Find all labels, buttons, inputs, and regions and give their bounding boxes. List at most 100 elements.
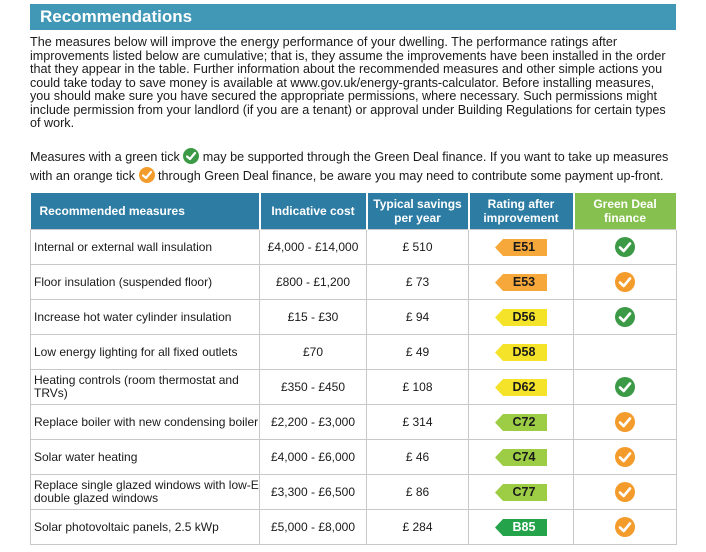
table-row: Solar water heating £4,000 - £6,000 £ 46 C7… (30, 439, 677, 475)
orange-tick-icon (615, 482, 635, 502)
cost-cell: £5,000 - £8,000 (259, 509, 367, 545)
saving-cell: £ 86 (366, 474, 469, 510)
table-row: Heating controls (room thermostat and TR… (30, 369, 677, 405)
rating-arrow-icon: C77 (495, 484, 547, 501)
legend-orange-text-before: with an orange tick (30, 168, 136, 183)
rating-cell: B85 (468, 509, 574, 545)
rating-arrow-icon: E51 (495, 239, 547, 256)
rating-label: D56 (512, 310, 536, 324)
header-green-deal: Green Deal finance (573, 193, 678, 230)
rating-label: C72 (512, 415, 536, 429)
header-measures: Recommended measures (30, 193, 261, 230)
table-header-row: Recommended measures Indicative cost Typ… (30, 193, 678, 230)
cost-cell: £4,000 - £14,000 (259, 229, 367, 265)
saving-cell: £ 510 (366, 229, 469, 265)
saving-cell: £ 108 (366, 369, 469, 405)
saving-cell: £ 73 (366, 264, 469, 300)
rating-label: E53 (512, 275, 536, 289)
green-deal-cell (573, 229, 677, 265)
header-gd-line1: Green Deal (593, 197, 657, 211)
header-savings-line1: Typical savings (373, 197, 462, 211)
rating-label: B85 (512, 520, 536, 534)
green-tick-icon (615, 307, 635, 327)
orange-tick-icon (615, 272, 635, 292)
table-row: Replace boiler with new condensing boile… (30, 404, 677, 440)
green-deal-cell (573, 439, 677, 475)
measure-cell: Replace single glazed windows with low-E… (30, 474, 260, 510)
rating-arrow-icon: D62 (495, 379, 547, 396)
cost-cell: £2,200 - £3,000 (259, 404, 367, 440)
rating-arrow-icon: B85 (495, 519, 547, 536)
cost-cell: £3,300 - £6,500 (259, 474, 367, 510)
cost-cell: £70 (259, 334, 367, 370)
orange-tick-icon (615, 447, 635, 467)
measure-cell: Increase hot water cylinder insulation (30, 299, 260, 335)
green-deal-cell (573, 474, 677, 510)
header-cost: Indicative cost (259, 193, 368, 230)
recommendations-table: Recommended measures Indicative cost Typ… (30, 193, 678, 545)
rating-cell: D62 (468, 369, 574, 405)
orange-tick-icon (615, 517, 635, 537)
legend-green-text-after: may be supported through the Green Deal … (202, 150, 669, 164)
saving-cell: £ 49 (366, 334, 469, 370)
green-deal-cell (573, 369, 677, 405)
measure-cell: Heating controls (room thermostat and TR… (30, 369, 260, 405)
tick-legend: Measures with a green tick may be suppor… (30, 148, 690, 185)
table-row: Replace single glazed windows with low-E… (30, 474, 677, 510)
cost-cell: £800 - £1,200 (259, 264, 367, 300)
table-row: Increase hot water cylinder insulation £1… (30, 299, 677, 335)
header-savings: Typical savings per year (366, 193, 470, 230)
rating-label: D62 (512, 380, 536, 394)
header-savings-line2: per year (394, 211, 441, 225)
rating-arrow-icon: C72 (495, 414, 547, 431)
section-header: Recommendations (30, 4, 676, 30)
green-tick-icon (183, 148, 200, 164)
rating-label: C77 (512, 485, 536, 499)
legend-orange-text-after: through Green Deal finance, be aware you… (158, 168, 664, 183)
rating-cell: E53 (468, 264, 574, 300)
green-deal-cell (573, 334, 677, 370)
rating-cell: D56 (468, 299, 574, 335)
header-gd-line2: finance (603, 211, 646, 225)
table-row: Floor insulation (suspended floor) £800 -… (30, 264, 677, 300)
measure-cell: Replace boiler with new condensing boile… (30, 404, 260, 440)
table-row: Low energy lighting for all fixed outlet… (30, 334, 677, 370)
green-deal-cell (573, 299, 677, 335)
legend-line-orange: with an orange tick through Green Deal f… (30, 166, 690, 186)
table-row: Solar photovoltaic panels, 2.5 kWp £5,000… (30, 509, 677, 545)
green-tick-icon (615, 377, 635, 397)
rating-cell: C74 (468, 439, 574, 475)
header-rating: Rating after improvement (468, 193, 575, 230)
table-row: Internal or external wall insulation £4,0… (30, 229, 677, 265)
header-rating-line1: Rating after (487, 197, 555, 211)
green-deal-cell (573, 509, 677, 545)
rating-arrow-icon: D56 (495, 309, 547, 326)
rating-label: C74 (512, 450, 536, 464)
rating-label: D58 (512, 345, 536, 359)
header-rating-line2: improvement (483, 211, 559, 225)
saving-cell: £ 284 (366, 509, 469, 545)
measure-cell: Solar water heating (30, 439, 260, 475)
saving-cell: £ 94 (366, 299, 469, 335)
saving-cell: £ 46 (366, 439, 469, 475)
legend-green-text-before: Measures with a green tick (30, 150, 180, 164)
rating-cell: E51 (468, 229, 574, 265)
cost-cell: £350 - £450 (259, 369, 367, 405)
section-title: Recommendations (40, 7, 193, 26)
rating-cell: D58 (468, 334, 574, 370)
green-deal-cell (573, 264, 677, 300)
measure-cell: Internal or external wall insulation (30, 229, 260, 265)
intro-paragraph: The measures below will improve the ener… (30, 35, 666, 130)
orange-tick-icon (138, 166, 155, 183)
measure-cell: Solar photovoltaic panels, 2.5 kWp (30, 509, 260, 545)
green-tick-icon (615, 237, 635, 257)
measure-cell: Low energy lighting for all fixed outlet… (30, 334, 260, 370)
rating-arrow-icon: C74 (495, 449, 547, 466)
legend-line-green: Measures with a green tick may be suppor… (30, 148, 690, 167)
saving-cell: £ 314 (366, 404, 469, 440)
green-deal-cell (573, 404, 677, 440)
rating-label: E51 (512, 240, 536, 254)
rating-arrow-icon: E53 (495, 274, 547, 291)
rating-arrow-icon: D58 (495, 344, 547, 361)
cost-cell: £4,000 - £6,000 (259, 439, 367, 475)
